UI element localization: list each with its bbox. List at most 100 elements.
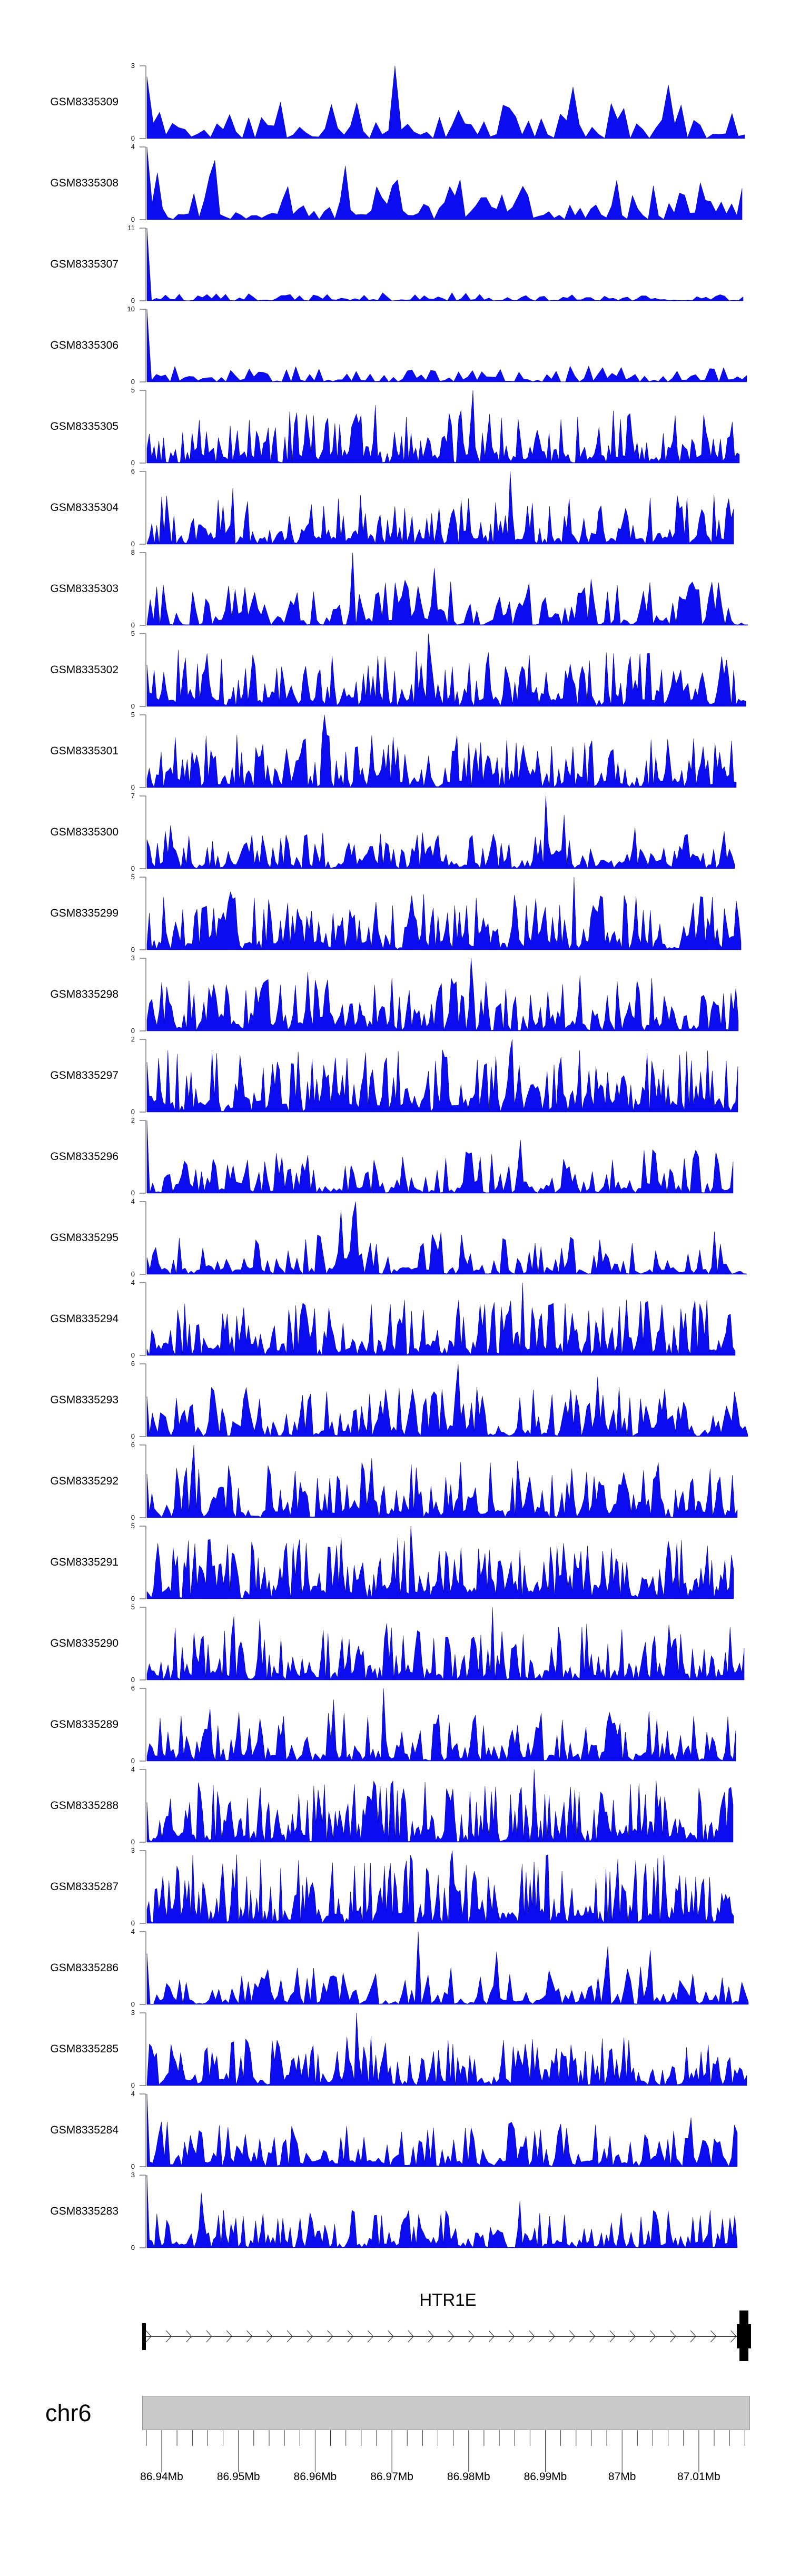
y-axis-ticks bbox=[140, 1931, 146, 2005]
track-sample-label: GSM8335297 bbox=[50, 1069, 118, 1081]
coverage-signal-plot bbox=[140, 1120, 734, 1194]
y-axis-max-label: 3 bbox=[131, 1846, 135, 1854]
y-axis-max-label: 5 bbox=[131, 873, 135, 881]
y-axis-ticks bbox=[140, 309, 146, 382]
coverage-signal-plot bbox=[140, 228, 744, 301]
gene-name-label: HTR1E bbox=[419, 2290, 477, 2309]
track-sample-label: GSM8335285 bbox=[50, 2043, 118, 2055]
y-axis-ticks bbox=[140, 1769, 146, 1843]
transcript-direction-arrow bbox=[226, 2330, 232, 2343]
transcript-direction-arrow bbox=[670, 2330, 676, 2343]
y-axis-zero-label: 0 bbox=[131, 702, 135, 710]
y-axis-zero-label: 0 bbox=[131, 1513, 135, 1521]
transcript-direction-arrow bbox=[609, 2330, 616, 2343]
coverage-signal-area bbox=[146, 1607, 745, 1680]
coverage-signal-area bbox=[146, 714, 737, 788]
ruler-tick-label: 86.96Mb bbox=[293, 2471, 337, 2483]
transcript-direction-arrow bbox=[690, 2330, 696, 2343]
y-axis-ticks bbox=[140, 146, 146, 220]
coverage-track: GSM8335293 6 0 bbox=[0, 1360, 790, 1440]
y-axis-ticks bbox=[140, 471, 146, 545]
coverage-signal-plot bbox=[140, 390, 740, 464]
coverage-track: GSM8335303 8 0 bbox=[0, 549, 790, 628]
coverage-track: GSM8335295 4 0 bbox=[0, 1198, 790, 1277]
y-axis-zero-label: 0 bbox=[131, 1432, 135, 1440]
coverage-signal-plot bbox=[140, 1526, 734, 1599]
coverage-signal-plot bbox=[140, 1039, 738, 1113]
coverage-track: GSM8335302 5 0 bbox=[0, 630, 790, 710]
y-axis-max-label: 4 bbox=[131, 2090, 135, 2098]
y-axis-zero-label: 0 bbox=[131, 1676, 135, 1684]
coverage-signal-plot bbox=[140, 1607, 745, 1680]
track-sample-label: GSM8335307 bbox=[50, 258, 118, 270]
transcript-direction-arrow bbox=[307, 2330, 313, 2343]
coverage-signal-area bbox=[146, 1850, 734, 1924]
y-axis-zero-label: 0 bbox=[131, 2081, 135, 2089]
y-axis-max-label: 2 bbox=[131, 1035, 135, 1043]
coverage-signal-area bbox=[146, 633, 746, 707]
coverage-signal-area bbox=[146, 228, 744, 301]
track-sample-label: GSM8335299 bbox=[50, 907, 118, 919]
track-sample-label: GSM8335294 bbox=[50, 1313, 118, 1325]
track-sample-label: GSM8335302 bbox=[50, 664, 118, 676]
y-axis-ticks bbox=[140, 1201, 146, 1275]
coverage-signal-area bbox=[146, 1282, 736, 1356]
y-axis-max-label: 11 bbox=[127, 224, 135, 232]
coverage-signal-plot bbox=[140, 309, 747, 382]
coverage-signal-area bbox=[146, 1688, 736, 1762]
coverage-track: GSM8335285 3 0 bbox=[0, 2009, 790, 2089]
transcript-direction-arrow bbox=[408, 2330, 414, 2343]
y-axis-zero-label: 0 bbox=[131, 215, 135, 223]
coverage-signal-area bbox=[146, 1201, 747, 1275]
y-axis-max-label: 5 bbox=[131, 386, 135, 394]
transcript-direction-arrow bbox=[529, 2330, 535, 2343]
y-axis-ticks bbox=[140, 1444, 146, 1518]
y-axis-max-label: 5 bbox=[131, 630, 135, 637]
coverage-track: GSM8335284 4 0 bbox=[0, 2090, 790, 2170]
y-axis-zero-label: 0 bbox=[131, 459, 135, 467]
ruler-tick-label: 87.01Mb bbox=[677, 2471, 720, 2483]
coverage-signal-area bbox=[146, 390, 740, 464]
coverage-signal-plot bbox=[140, 146, 743, 220]
coverage-track: GSM8335294 4 0 bbox=[0, 1279, 790, 1359]
coverage-track: GSM8335304 6 0 bbox=[0, 467, 790, 547]
y-axis-ticks bbox=[140, 1607, 146, 1680]
coverage-track: GSM8335286 4 0 bbox=[0, 1928, 790, 2008]
coverage-track: GSM8335283 3 0 bbox=[0, 2171, 790, 2251]
transcript-direction-arrow bbox=[508, 2330, 515, 2343]
coverage-track: GSM8335296 2 0 bbox=[0, 1116, 790, 1197]
y-axis-zero-label: 0 bbox=[131, 1919, 135, 1927]
coverage-signal-plot bbox=[140, 2093, 738, 2167]
coverage-signal-area bbox=[146, 1039, 738, 1113]
coverage-signal-area bbox=[146, 1769, 734, 1843]
y-axis-max-label: 10 bbox=[127, 305, 135, 313]
coverage-track: GSM8335305 5 0 bbox=[0, 386, 790, 467]
y-axis-zero-label: 0 bbox=[131, 134, 135, 142]
coverage-track: GSM8335287 3 0 bbox=[0, 1846, 790, 1927]
track-sample-label: GSM8335287 bbox=[50, 1881, 118, 1893]
coverage-signal-plot bbox=[140, 1282, 736, 1356]
y-axis-ticks bbox=[140, 2093, 146, 2167]
transcript-direction-arrow bbox=[347, 2330, 353, 2343]
y-axis-max-label: 6 bbox=[131, 467, 135, 475]
track-sample-label: GSM8335283 bbox=[50, 2205, 118, 2217]
y-axis-ticks bbox=[140, 228, 146, 301]
y-axis-max-label: 2 bbox=[131, 1116, 135, 1124]
transcript-direction-arrow bbox=[388, 2330, 394, 2343]
y-axis-zero-label: 0 bbox=[131, 1351, 135, 1359]
y-axis-max-label: 6 bbox=[131, 1360, 135, 1368]
track-sample-label: GSM8335293 bbox=[50, 1394, 118, 1406]
y-axis-zero-label: 0 bbox=[131, 1189, 135, 1197]
y-axis-ticks bbox=[140, 65, 146, 139]
last-exon-cds-box bbox=[737, 2324, 751, 2348]
track-sample-label: GSM8335305 bbox=[50, 420, 118, 432]
coverage-track: GSM8335301 5 0 bbox=[0, 711, 790, 791]
coverage-track: GSM8335297 2 0 bbox=[0, 1035, 790, 1115]
coverage-signal-plot bbox=[140, 552, 748, 626]
y-axis-ticks bbox=[140, 714, 146, 788]
track-sample-label: GSM8335300 bbox=[50, 826, 118, 838]
transcript-direction-arrow bbox=[165, 2330, 172, 2343]
y-axis-max-label: 4 bbox=[131, 1765, 135, 1773]
y-axis-max-label: 3 bbox=[131, 2171, 135, 2179]
transcript-direction-arrow bbox=[488, 2330, 495, 2343]
